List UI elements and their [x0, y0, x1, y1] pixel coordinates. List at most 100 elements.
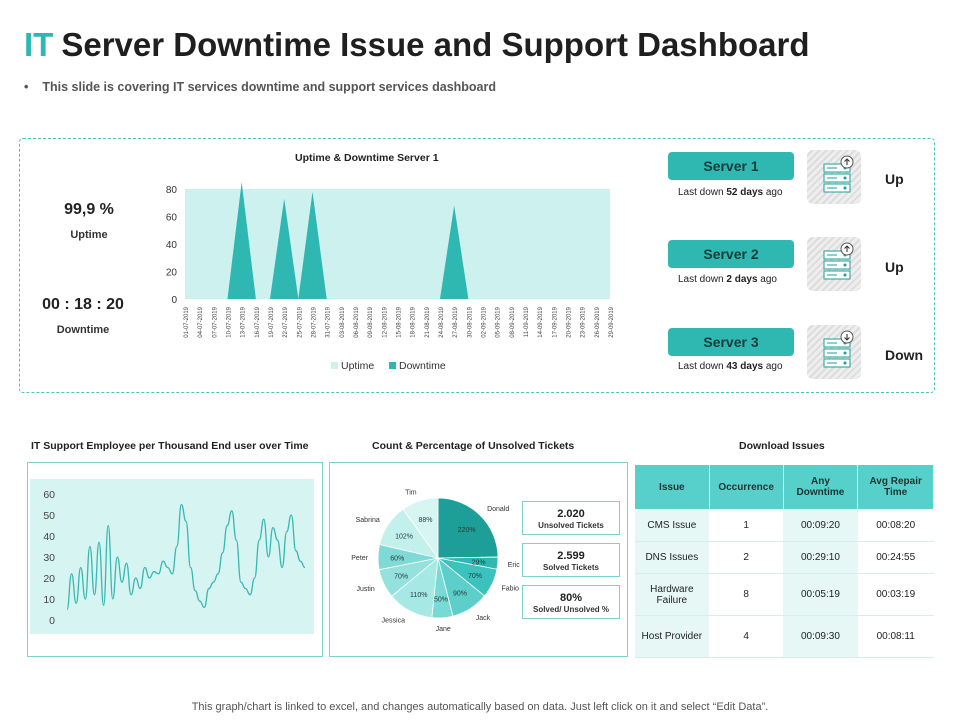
solved-ratio-value: 80%	[559, 592, 583, 604]
x-tick-label: 02-09-2019	[482, 306, 488, 337]
table-cell: Host Provider	[634, 615, 710, 658]
column-header-occurrence[interactable]: Occurrence	[708, 464, 784, 510]
y-tick-label: 30	[43, 552, 55, 564]
pie-slice-value: 90%	[453, 590, 467, 597]
x-tick-label: 31-07-2019	[326, 306, 332, 337]
server-1-last-value: 52 days	[726, 187, 764, 198]
download-issues-table: Issue Occurrence Any Downtime Avg Repair…	[634, 464, 934, 658]
x-tick-label: 08-09-2019	[510, 306, 516, 337]
x-tick-label: 28-07-2019	[312, 306, 318, 337]
pie-slice-value: 102%	[395, 533, 413, 540]
y-tick-label: 60	[166, 213, 178, 224]
support-line-chart[interactable]: 0 10 20 30 40 50 60	[30, 476, 318, 636]
solved-tickets-label: Solved Tickets	[543, 563, 599, 572]
support-chart-box	[27, 462, 323, 657]
uptime-downtime-chart[interactable]: Uptime & Downtime Server 1 0 20 40 60 80 01-07…	[155, 145, 625, 380]
y-tick-label: 20	[166, 268, 178, 279]
server-1-status: Up	[885, 171, 904, 187]
uptime-label: Uptime	[70, 229, 108, 241]
pie-slice-value: 88%	[419, 517, 433, 524]
y-tick-label: 60	[43, 489, 55, 501]
downtime-spike	[298, 191, 327, 299]
downtime-label: Downtime	[56, 324, 110, 336]
y-tick-label: 40	[166, 240, 178, 251]
uptime-kpi: 99,9 % Uptime	[24, 201, 154, 241]
server-3-button[interactable]: Server 3	[668, 328, 794, 356]
footer-note: This graph/chart is linked to excel, and…	[191, 701, 769, 713]
x-tick-label: 17-09-2019	[552, 306, 558, 337]
y-tick-label: 0	[49, 615, 55, 627]
uptime-value: 99,9 %	[64, 201, 114, 218]
tickets-chart-title: Count & Percentage of Unsolved Tickets	[372, 440, 575, 452]
server-2-last-prefix: Last down	[678, 274, 727, 285]
server-2-button[interactable]: Server 2	[668, 240, 794, 268]
server-3-last-down: Last down 43 days ago	[678, 361, 783, 372]
table-cell: 8	[709, 573, 784, 616]
pie-slice-value: 60%	[390, 555, 404, 562]
server-2-last-suffix: ago	[757, 274, 777, 285]
x-tick-label: 12-08-2019	[382, 306, 388, 337]
unsolved-tickets-stat: 2.020 Unsolved Tickets	[522, 501, 620, 535]
server-1-button[interactable]: Server 1	[668, 152, 794, 180]
x-tick-label: 04-07-2019	[198, 306, 204, 337]
x-tick-label: 20-09-2019	[567, 306, 573, 337]
x-tick-label: 18-08-2019	[411, 306, 417, 337]
x-tick-label: 24-08-2019	[439, 306, 445, 337]
x-tick-label: 29-09-2019	[609, 306, 615, 337]
arrow-up-icon	[844, 158, 850, 165]
server-3-status: Down	[885, 347, 924, 363]
page-title: IT Server Downtime Issue and Support Dash…	[24, 26, 809, 64]
table-cell: 00:08:20	[857, 509, 934, 542]
pie-slice-value: 110%	[410, 592, 427, 599]
table-cell: 00:24:55	[857, 541, 934, 574]
line-chart-background	[30, 479, 314, 634]
x-tick-label: 14-09-2019	[538, 306, 544, 337]
table-cell: 00:09:30	[783, 615, 858, 658]
pie-slice-value: 70%	[394, 574, 408, 581]
pie-slice-name: Peter	[351, 555, 368, 562]
column-header-avg-repair-time[interactable]: Avg Repair Time	[857, 464, 934, 510]
table-row: Host Provider 4 00:09:30 00:08:11	[634, 615, 934, 658]
x-tick-label: 25-07-2019	[297, 306, 303, 337]
server-2-last-down: Last down 2 days ago	[678, 274, 777, 285]
solved-ratio-stat: 80% Solved/ Unsolved %	[522, 585, 620, 619]
x-tick-label: 10-07-2019	[227, 306, 233, 337]
pie-slice-name: Sabrina	[356, 517, 380, 524]
title-accent: IT	[24, 26, 54, 63]
y-tick-label: 0	[171, 295, 177, 306]
tickets-pie-chart[interactable]: 220% Donald 29% Eric 70% Fabio 90% Jack 50% Jane 1…	[332, 478, 522, 638]
x-tick-label: 22-07-2019	[283, 306, 289, 337]
server-2-last-value: 2 days	[726, 274, 758, 285]
unsolved-tickets-value: 2.020	[557, 508, 585, 520]
tickets-chart-box	[329, 462, 628, 657]
pie-slice-value: 29%	[472, 560, 486, 567]
pie-slice-name: Jack	[476, 615, 491, 622]
server-1-last-suffix: ago	[763, 187, 783, 198]
pie-slice-name: Eric	[508, 562, 521, 569]
server-3-last-suffix: ago	[763, 361, 783, 372]
column-header-any-downtime[interactable]: Any Downtime	[782, 464, 859, 510]
table-cell: 1	[709, 509, 784, 542]
server-2-status: Up	[885, 259, 904, 275]
support-line-series	[66, 503, 306, 611]
server-led	[843, 176, 847, 180]
table-cell: 00:05:19	[783, 573, 858, 616]
x-tick-label: 03-08-2019	[340, 306, 346, 337]
x-tick-label: 21-08-2019	[425, 306, 431, 337]
legend-swatch-uptime	[331, 362, 338, 369]
downtime-spike	[227, 182, 256, 299]
table-cell: DNS Issues	[634, 541, 710, 574]
server-1-last-down: Last down 52 days ago	[678, 187, 783, 198]
pie-slice	[437, 497, 499, 559]
downtime-value: 00 : 18 : 20	[42, 296, 124, 313]
support-chart-title: IT Support Employee per Thousand End use…	[31, 440, 309, 452]
server-3-last-value: 43 days	[726, 361, 764, 372]
downtime-spike	[269, 198, 299, 299]
server-down-icon	[807, 325, 861, 379]
unsolved-tickets-label: Unsolved Tickets	[538, 521, 604, 530]
column-header-issue[interactable]: Issue	[634, 464, 710, 510]
downloads-table-title: Download Issues	[739, 440, 825, 452]
arrow-down-icon	[844, 334, 850, 341]
legend-swatch-downtime	[389, 362, 396, 369]
solved-ratio-label: Solved/ Unsolved %	[532, 605, 610, 614]
